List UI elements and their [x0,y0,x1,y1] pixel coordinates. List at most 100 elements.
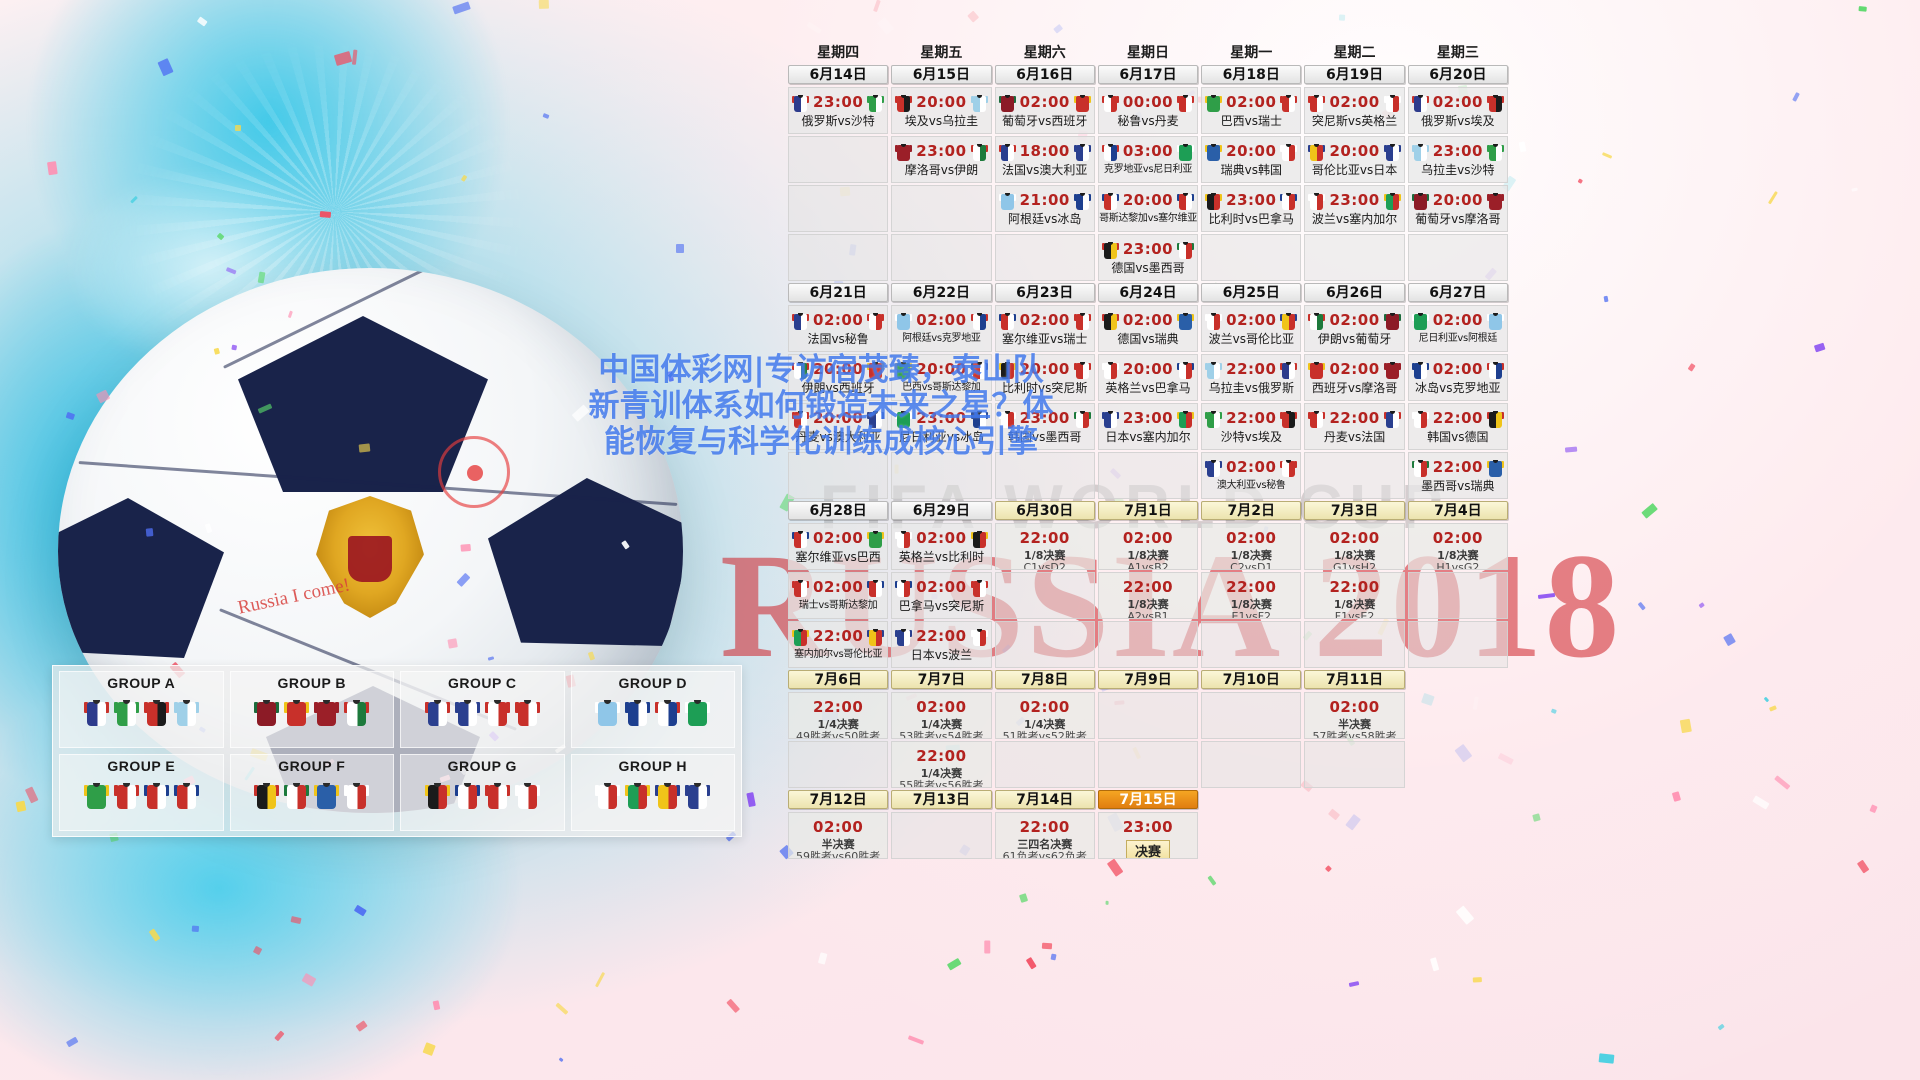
match-cell[interactable]: 22:00 韩国vs德国 [1407,403,1508,450]
day-header[interactable]: 6月20日 [1407,65,1508,84]
match-cell[interactable]: 20:00 巴西vs哥斯达黎加 [891,354,992,401]
day-header[interactable]: 6月23日 [994,283,1095,302]
match-cell[interactable]: 02:00 英格兰vs比利时 [891,523,992,570]
day-header[interactable]: 6月17日 [1097,65,1199,84]
day-header[interactable]: 6月27日 [1407,283,1508,302]
match-cell[interactable]: 02:00 波兰vs哥伦比亚 [1201,305,1302,352]
match-cell[interactable]: 23:00 乌拉圭vs沙特 [1407,136,1508,183]
match-cell[interactable]: 22:00 丹麦vs法国 [1304,403,1405,450]
day-header[interactable]: 7月8日 [994,670,1095,689]
day-header[interactable]: 6月28日 [788,501,889,520]
match-cell[interactable]: 02:00 瑞士vs哥斯达黎加 [788,572,889,619]
match-cell[interactable]: 20:00 丹麦vs澳大利亚 [788,403,889,450]
match-cell[interactable]: 00:00 秘鲁vs丹麦 [1097,87,1199,134]
match-cell[interactable]: 18:00 法国vs澳大利亚 [994,136,1095,183]
match-cell[interactable]: 22:00 日本vs波兰 [891,621,992,668]
match-cell[interactable]: 22:00 乌拉圭vs俄罗斯 [1201,354,1302,401]
match-cell[interactable]: 23:00 摩洛哥vs伊朗 [891,136,992,183]
match-cell[interactable]: 02:00 塞尔维亚vs巴西 [788,523,889,570]
match-cell[interactable]: 20:00 比利时vs突尼斯 [994,354,1095,401]
match-cell[interactable]: 20:00 瑞典vs韩国 [1201,136,1302,183]
day-header[interactable]: 7月9日 [1097,670,1199,689]
match-cell[interactable]: 22:00 1/4决赛 49胜者vs50胜者 [788,692,889,739]
match-cell[interactable]: 02:00 巴拿马vs突尼斯 [891,572,992,619]
group-box-group-g[interactable]: GROUP G [400,754,565,831]
match-cell[interactable]: 20:00 葡萄牙vs摩洛哥 [1407,185,1508,232]
day-header[interactable]: 6月26日 [1304,283,1405,302]
day-header[interactable]: 6月22日 [891,283,992,302]
day-header[interactable]: 6月18日 [1201,65,1302,84]
match-cell[interactable]: 02:00 1/8决赛 H1vsG2 [1407,523,1508,570]
day-header[interactable]: 6月19日 [1304,65,1405,84]
day-header[interactable]: 6月21日 [788,283,889,302]
day-header[interactable]: 7月7日 [891,670,992,689]
group-box-group-a[interactable]: GROUP A [59,671,224,748]
match-cell[interactable]: 22:00 1/4决赛 55胜者vs56胜者 [891,741,992,788]
match-cell[interactable]: 02:00 德国vs瑞典 [1097,305,1199,352]
day-header[interactable]: 7月13日 [891,790,992,809]
day-header[interactable]: 7月3日 [1304,501,1405,520]
match-cell[interactable]: 02:00 西班牙vs摩洛哥 [1304,354,1405,401]
match-cell[interactable]: 02:00 半决赛 57胜者vs58胜者 [1304,692,1405,739]
group-box-group-f[interactable]: GROUP F [229,754,394,831]
match-cell[interactable]: 03:00 克罗地亚vs尼日利亚 [1097,136,1199,183]
match-cell[interactable]: 22:00 1/8决赛 C1vsD2 [994,523,1095,570]
match-cell[interactable]: 23:00 日本vs塞内加尔 [1097,403,1199,450]
day-header[interactable]: 6月29日 [891,501,992,520]
day-header[interactable]: 6月25日 [1201,283,1302,302]
match-cell[interactable]: 22:00 1/8决赛 A2vsB1 [1097,572,1199,619]
day-header[interactable]: 7月15日 [1097,790,1199,809]
day-header[interactable]: 7月2日 [1201,501,1302,520]
match-cell[interactable]: 02:00 1/4决赛 51胜者vs52胜者 [994,692,1095,739]
match-cell[interactable]: 02:00 伊朗vs葡萄牙 [1304,305,1405,352]
match-cell[interactable]: 22:00 沙特vs埃及 [1201,403,1302,450]
match-cell[interactable]: 20:00 埃及vs乌拉圭 [891,87,992,134]
match-cell[interactable]: 22:00 塞内加尔vs哥伦比亚 [788,621,889,668]
match-cell[interactable]: 02:00 澳大利亚vs秘鲁 [1201,452,1302,499]
match-cell[interactable]: 02:00 俄罗斯vs埃及 [1407,87,1508,134]
day-header[interactable]: 6月30日 [994,501,1095,520]
day-header[interactable]: 7月10日 [1201,670,1302,689]
match-cell[interactable]: 22:00 1/8决赛 F1vsE2 [1304,572,1405,619]
match-cell[interactable]: 02:00 1/8决赛 C2vsD1 [1201,523,1302,570]
day-header[interactable]: 7月14日 [994,790,1095,809]
group-box-group-e[interactable]: GROUP E [59,754,224,831]
match-cell[interactable]: 02:00 尼日利亚vs阿根廷 [1407,305,1508,352]
match-cell[interactable]: 02:00 1/8决赛 G1vsH2 [1304,523,1405,570]
match-cell[interactable]: 23:00 决赛 [1097,812,1199,859]
match-cell[interactable]: 23:00 波兰vs塞内加尔 [1304,185,1405,232]
match-cell[interactable]: 02:00 1/8决赛 A1vsB2 [1097,523,1199,570]
match-cell[interactable]: 22:00 三四名决赛 61负者vs62负者 [994,812,1095,859]
group-box-group-c[interactable]: GROUP C [400,671,565,748]
match-cell[interactable]: 20:00 伊朗vs西班牙 [788,354,889,401]
match-cell[interactable]: 23:00 德国vs墨西哥 [1097,234,1199,281]
match-cell[interactable]: 20:00 英格兰vs巴拿马 [1097,354,1199,401]
day-header[interactable]: 7月6日 [788,670,889,689]
match-cell[interactable]: 02:00 法国vs秘鲁 [788,305,889,352]
match-cell[interactable]: 23:00 韩国vs墨西哥 [994,403,1095,450]
day-header[interactable]: 7月12日 [788,790,889,809]
day-header[interactable]: 6月24日 [1097,283,1199,302]
group-box-group-d[interactable]: GROUP D [570,671,735,748]
match-cell[interactable]: 22:00 1/8决赛 E1vsF2 [1201,572,1302,619]
day-header[interactable]: 6月16日 [994,65,1095,84]
match-cell[interactable]: 21:00 阿根廷vs冰岛 [994,185,1095,232]
group-box-group-b[interactable]: GROUP B [229,671,394,748]
group-box-group-h[interactable]: GROUP H [570,754,735,831]
day-header[interactable]: 7月11日 [1304,670,1405,689]
match-cell[interactable]: 23:00 俄罗斯vs沙特 [788,87,889,134]
match-cell[interactable]: 20:00 哥伦比亚vs日本 [1304,136,1405,183]
match-cell[interactable]: 02:00 塞尔维亚vs瑞士 [994,305,1095,352]
match-cell[interactable]: 23:00 尼日利亚vs冰岛 [891,403,992,450]
match-cell[interactable]: 22:00 墨西哥vs瑞典 [1407,452,1508,499]
match-cell[interactable]: 02:00 阿根廷vs克罗地亚 [891,305,992,352]
day-header[interactable]: 7月1日 [1097,501,1199,520]
match-cell[interactable]: 02:00 半决赛 59胜者vs60胜者 [788,812,889,859]
match-cell[interactable]: 02:00 1/4决赛 53胜者vs54胜者 [891,692,992,739]
match-cell[interactable]: 02:00 巴西vs瑞士 [1201,87,1302,134]
day-header[interactable]: 6月14日 [788,65,889,84]
match-cell[interactable]: 02:00 冰岛vs克罗地亚 [1407,354,1508,401]
day-header[interactable]: 6月15日 [891,65,992,84]
day-header[interactable]: 7月4日 [1407,501,1508,520]
match-cell[interactable]: 20:00 哥斯达黎加vs塞尔维亚 [1097,185,1199,232]
